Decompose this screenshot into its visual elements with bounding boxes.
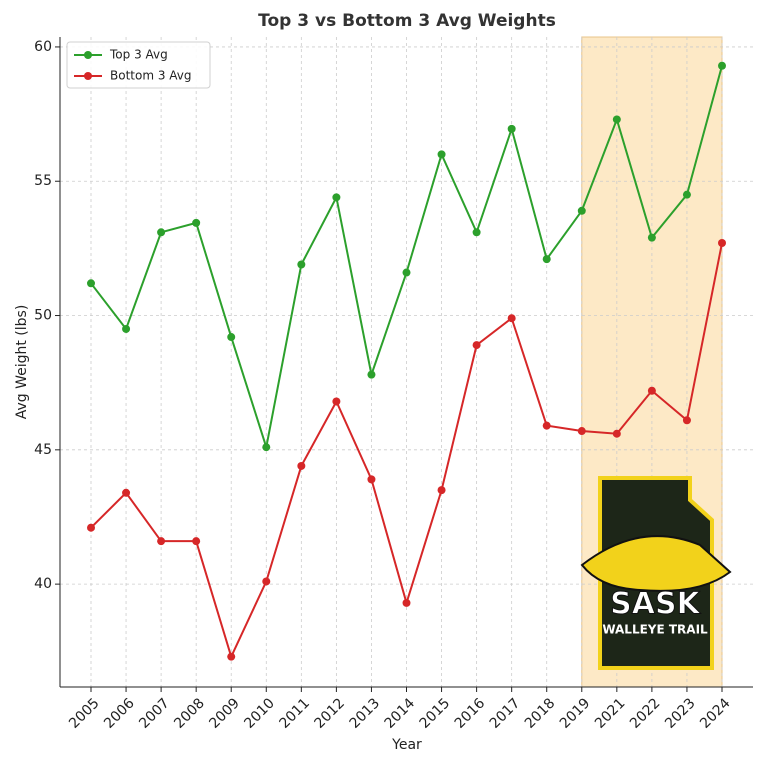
point xyxy=(262,577,271,586)
point xyxy=(507,314,516,323)
point xyxy=(297,461,306,470)
logo-fish xyxy=(580,535,732,592)
point xyxy=(367,370,376,379)
x-tick-label: 2018 xyxy=(522,695,559,732)
point xyxy=(332,397,341,406)
point xyxy=(542,255,551,264)
chart-title: Top 3 vs Bottom 3 Avg Weights xyxy=(258,11,556,31)
point xyxy=(227,333,236,342)
x-tick-label: 2022 xyxy=(627,695,664,732)
logo-subtext: WALLEYE TRAIL xyxy=(602,623,708,637)
y-tick-label: 55 xyxy=(34,173,52,189)
x-tick-label: 2014 xyxy=(382,695,419,732)
y-axis-label: Avg Weight (lbs) xyxy=(14,305,30,420)
x-tick-label: 2016 xyxy=(452,695,489,732)
point xyxy=(577,427,586,436)
point xyxy=(612,115,621,124)
x-tick-label: 2009 xyxy=(206,695,243,732)
point xyxy=(472,341,481,350)
x-tick-label: 2012 xyxy=(312,695,349,732)
x-tick-label: 2011 xyxy=(276,695,313,732)
x-axis-label: Year xyxy=(391,737,422,753)
point xyxy=(262,443,271,452)
point xyxy=(718,61,726,70)
x-tick-label: 2005 xyxy=(66,695,103,732)
legend-label: Bottom 3 Avg xyxy=(110,69,192,83)
x-tick-label: 2023 xyxy=(662,695,699,732)
point xyxy=(157,537,166,546)
x-tick-label: 2019 xyxy=(557,695,594,732)
legend-label: Top 3 Avg xyxy=(109,48,168,62)
point xyxy=(402,598,411,607)
point xyxy=(157,228,166,237)
point xyxy=(577,206,586,215)
point xyxy=(647,233,656,242)
legend-marker xyxy=(84,51,92,59)
point xyxy=(332,193,341,202)
x-tick-label: 2008 xyxy=(171,695,208,732)
x-tick-label: 2015 xyxy=(417,695,454,732)
legend-box xyxy=(66,41,211,89)
point xyxy=(507,124,516,133)
point xyxy=(87,279,95,288)
point xyxy=(402,268,411,277)
point xyxy=(192,218,201,227)
point xyxy=(682,416,691,425)
point xyxy=(647,386,656,395)
point xyxy=(192,537,201,546)
x-tick-label: 2007 xyxy=(136,695,173,732)
y-tick-label: 40 xyxy=(34,576,52,592)
point xyxy=(612,429,621,438)
point xyxy=(472,228,481,237)
x-tick-label: 2024 xyxy=(697,695,734,732)
point xyxy=(122,324,131,333)
x-tick-label: 2006 xyxy=(101,695,138,732)
y-tick-label: 60 xyxy=(34,39,52,55)
point xyxy=(718,239,726,248)
logo-text: SASK xyxy=(610,587,701,622)
point xyxy=(87,523,95,532)
x-tick-label: 2010 xyxy=(241,695,278,732)
x-tick-label: 2021 xyxy=(592,695,629,732)
y-tick-label: 45 xyxy=(34,442,52,458)
point xyxy=(227,652,236,661)
x-tick-label: 2017 xyxy=(487,695,524,732)
point xyxy=(437,486,446,495)
y-tick-label: 50 xyxy=(34,308,52,324)
legend-marker xyxy=(84,72,92,80)
point xyxy=(367,475,376,484)
point xyxy=(542,421,551,430)
point xyxy=(297,260,306,269)
x-tick-label: 2013 xyxy=(347,695,384,732)
point xyxy=(122,488,131,497)
point xyxy=(682,190,691,199)
point xyxy=(437,150,446,159)
